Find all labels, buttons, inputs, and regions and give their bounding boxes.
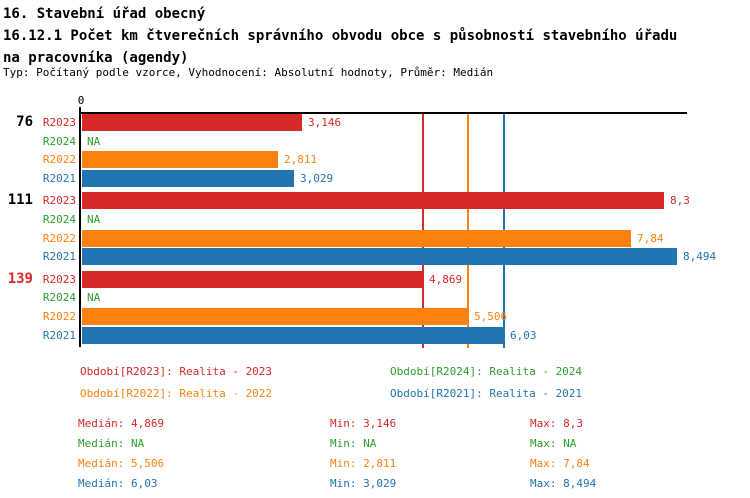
bar-na-label: NA: [87, 291, 101, 304]
bar-139-r2021: [82, 327, 504, 344]
legend-item-r2023: Období[R2023]: Realita - 2023: [80, 365, 273, 378]
stat-min-r2021: Min: 3,029: [330, 477, 397, 490]
bar-value-label: 5,506: [474, 310, 508, 323]
row-label-r2021: R2021: [42, 172, 76, 185]
stat-median-r2021: Medián: 6,03: [78, 477, 158, 490]
bar-na-label: NA: [87, 135, 101, 148]
legend-item-r2022: Období[R2022]: Realita - 2022: [80, 387, 273, 400]
stat-min-r2022: Min: 2,811: [330, 457, 397, 470]
row-label-r2022: R2022: [42, 232, 76, 245]
bar-76-r2021: [82, 170, 294, 187]
group-label-139: 139: [7, 271, 33, 287]
stat-median-r2024: Medián: NA: [78, 437, 145, 450]
stat-median-r2022: Medián: 5,506: [78, 457, 165, 470]
x-axis-line: [79, 112, 687, 114]
bar-139-r2022: [82, 308, 468, 325]
bar-value-label: 6,03: [510, 329, 537, 342]
row-label-r2023: R2023: [42, 273, 76, 286]
bar-na-label: NA: [87, 213, 101, 226]
bar-value-label: 3,146: [308, 116, 342, 129]
stat-median-r2023: Medián: 4,869: [78, 417, 165, 430]
bar-value-label: 3,029: [300, 172, 334, 185]
stat-min-r2024: Min: NA: [330, 437, 377, 450]
report-section-title: 16. Stavební úřad obecný: [3, 6, 206, 22]
bar-value-label: 4,869: [429, 273, 463, 286]
legend-item-r2024: Období[R2024]: Realita - 2024: [390, 365, 583, 378]
bar-value-label: 7,84: [637, 232, 664, 245]
bar-value-label: 2,811: [284, 153, 318, 166]
row-label-r2022: R2022: [42, 310, 76, 323]
row-label-r2023: R2023: [42, 194, 76, 207]
stat-max-r2024: Max: NA: [530, 437, 577, 450]
bar-111-r2022: [82, 230, 631, 247]
stat-max-r2021: Max: 8,494: [530, 477, 597, 490]
bar-76-r2022: [82, 151, 278, 168]
row-label-r2021: R2021: [42, 329, 76, 342]
bar-111-r2023: [82, 192, 664, 209]
indicator-title-line1: 16.12.1 Počet km čtverečních správního o…: [3, 28, 678, 44]
bar-value-label: 8,494: [683, 250, 717, 263]
row-label-r2022: R2022: [42, 153, 76, 166]
x-axis-zero-tick-label: 0: [77, 94, 85, 107]
row-label-r2021: R2021: [42, 250, 76, 263]
row-label-r2024: R2024: [42, 291, 76, 304]
stat-max-r2022: Max: 7,84: [530, 457, 590, 470]
stat-max-r2023: Max: 8,3: [530, 417, 583, 430]
stat-min-r2023: Min: 3,146: [330, 417, 397, 430]
bar-76-r2023: [82, 114, 302, 131]
indicator-meta-subtitle: Typ: Počítaný podle vzorce, Vyhodnocení:…: [3, 66, 494, 79]
legend-item-r2021: Období[R2021]: Realita - 2021: [390, 387, 583, 400]
row-label-r2023: R2023: [42, 116, 76, 129]
group-label-76: 76: [16, 114, 33, 130]
group-label-111: 111: [7, 192, 33, 208]
bar-value-label: 8,3: [670, 194, 690, 207]
y-axis-line: [79, 107, 81, 347]
row-label-r2024: R2024: [42, 135, 76, 148]
bar-111-r2021: [82, 248, 677, 265]
row-label-r2024: R2024: [42, 213, 76, 226]
bar-139-r2023: [82, 271, 423, 288]
page-header: 16. Stavební úřad obecný 16.12.1 Počet k…: [3, 3, 677, 69]
indicator-title-line2: na pracovníka (agendy): [3, 50, 189, 66]
